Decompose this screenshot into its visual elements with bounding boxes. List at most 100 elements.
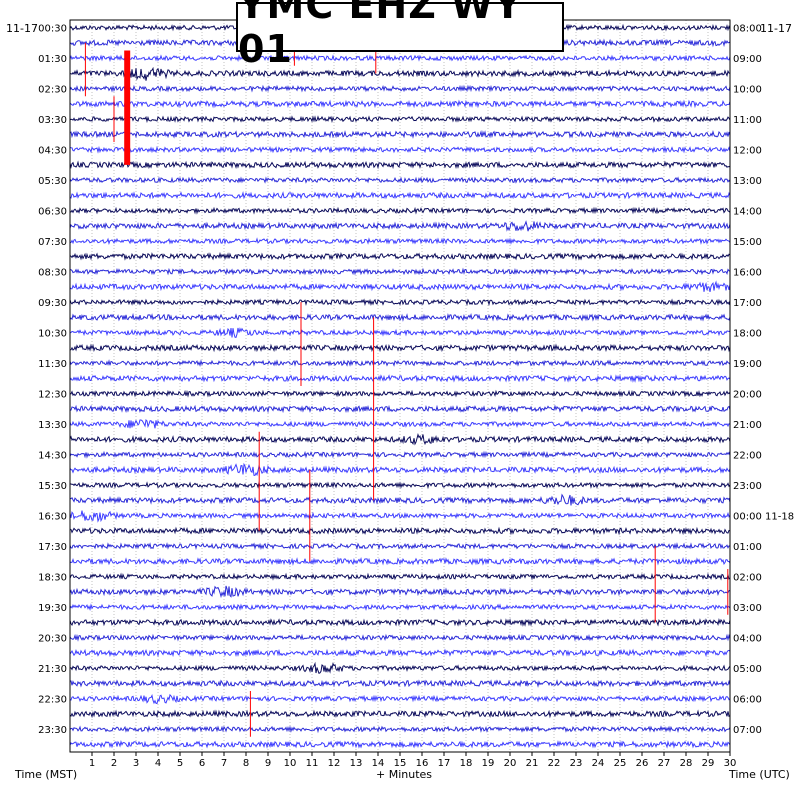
trace-18 (69, 298, 731, 307)
trace-4 (69, 84, 731, 93)
x-tick-label-29: 29 (702, 758, 715, 769)
x-tick-label-21: 21 (526, 758, 539, 769)
trace-10 (69, 176, 731, 184)
trace-15 (69, 251, 731, 261)
right-time-label-6: 14:00 (733, 207, 762, 218)
x-tick-label-1: 1 (89, 758, 95, 769)
left-time-label-21: 21:30 (38, 664, 67, 675)
left-time-label-2: 02:30 (38, 85, 67, 96)
x-tick-label-3: 3 (133, 758, 139, 769)
trace-9 (69, 160, 731, 170)
right-time-label-5: 13:00 (733, 176, 762, 187)
x-tick-label-4: 4 (155, 758, 161, 769)
trace-35 (69, 556, 731, 566)
left-time-label-14: 14:30 (38, 451, 67, 462)
right-time-label-7: 15:00 (733, 237, 762, 248)
trace-43 (69, 678, 731, 688)
trace-45 (69, 709, 731, 719)
left-time-label-5: 05:30 (38, 176, 67, 187)
trace-28 (69, 450, 731, 459)
x-tick-label-13: 13 (350, 758, 363, 769)
x-tick-label-25: 25 (614, 758, 627, 769)
left-time-label-7: 07:30 (38, 237, 67, 248)
trace-22 (69, 359, 731, 368)
right-time-label-18: 02:00 (733, 573, 762, 584)
right-time-label-11: 19:00 (733, 359, 762, 370)
trace-8 (69, 145, 731, 154)
right-time-label-8: 16:00 (733, 268, 762, 279)
x-tick-label-20: 20 (504, 758, 517, 769)
right-time-label-13: 21:00 (733, 420, 762, 431)
trace-19 (69, 312, 731, 322)
trace-23 (69, 374, 731, 383)
right-time-label-10: 18:00 (733, 329, 762, 340)
right-time-label-22: 06:00 (733, 695, 762, 706)
right-time-label-12: 20:00 (733, 390, 762, 401)
left-time-label-11: 11:30 (38, 359, 67, 370)
left-time-label-19: 19:30 (38, 603, 67, 614)
left-time-label-8: 08:30 (38, 268, 67, 279)
right-time-label-21: 05:00 (733, 664, 762, 675)
trace-34 (69, 542, 731, 551)
left-time-label-20: 20:30 (38, 634, 67, 645)
trace-13 (69, 220, 731, 232)
right-time-label-23: 07:00 (733, 725, 762, 736)
left-time-label-22: 22:30 (38, 695, 67, 706)
x-tick-label-23: 23 (570, 758, 583, 769)
trace-20 (69, 327, 731, 338)
x-tick-label-28: 28 (680, 758, 693, 769)
chart-title: YMC EHZ WY 01 (236, 0, 564, 71)
right-time-label-20: 04:00 (733, 634, 762, 645)
x-tick-label-12: 12 (328, 758, 341, 769)
y-axis-label-left: Time (MST) (15, 768, 78, 781)
left-time-label-9: 09:30 (38, 298, 67, 309)
trace-30 (69, 481, 731, 490)
right-time-label-9: 17:00 (733, 298, 762, 309)
trace-40 (69, 633, 731, 642)
trace-31 (69, 493, 731, 506)
trace-16 (69, 267, 730, 276)
x-tick-label-6: 6 (199, 758, 205, 769)
left-time-label-12: 12:30 (38, 390, 67, 401)
trace-47 (69, 740, 731, 749)
left-time-label-16: 16:30 (38, 512, 67, 523)
right-time-label-0: 08:00 (733, 24, 762, 35)
left-time-label-17: 17:30 (38, 542, 67, 553)
trace-29 (69, 462, 731, 477)
trace-25 (69, 404, 731, 414)
trace-44 (69, 693, 731, 705)
left-time-label-4: 04:30 (38, 146, 67, 157)
trace-41 (69, 648, 731, 658)
left-time-label-0: 00:30 (38, 24, 67, 35)
left-time-label-13: 13:30 (38, 420, 67, 431)
date-left: 11-17 (6, 22, 38, 35)
trace-17 (69, 280, 731, 292)
x-tick-label-26: 26 (636, 758, 649, 769)
trace-39 (69, 618, 731, 627)
y-axis-label-right: Time (UTC) (729, 768, 790, 781)
left-time-label-15: 15:30 (38, 481, 67, 492)
x-tick-label-7: 7 (221, 758, 227, 769)
x-tick-label-17: 17 (438, 758, 451, 769)
x-tick-label-5: 5 (177, 758, 183, 769)
x-tick-label-27: 27 (658, 758, 671, 769)
left-time-label-1: 01:30 (38, 54, 67, 65)
trace-3 (69, 66, 731, 81)
trace-11 (69, 191, 731, 200)
trace-32 (69, 510, 731, 523)
trace-42 (69, 661, 731, 674)
x-tick-label-9: 9 (265, 758, 271, 769)
trace-27 (69, 433, 731, 446)
trace-6 (69, 115, 731, 124)
left-time-label-6: 06:30 (38, 207, 67, 218)
x-axis-label: + Minutes (376, 768, 433, 781)
x-tick-label-2: 2 (111, 758, 117, 769)
trace-7 (69, 129, 731, 139)
trace-12 (69, 206, 731, 215)
right-time-label-1: 09:00 (733, 54, 762, 65)
trace-46 (69, 725, 731, 734)
x-tick-label-11: 11 (306, 758, 319, 769)
trace-24 (69, 389, 731, 398)
x-tick-label-24: 24 (592, 758, 605, 769)
